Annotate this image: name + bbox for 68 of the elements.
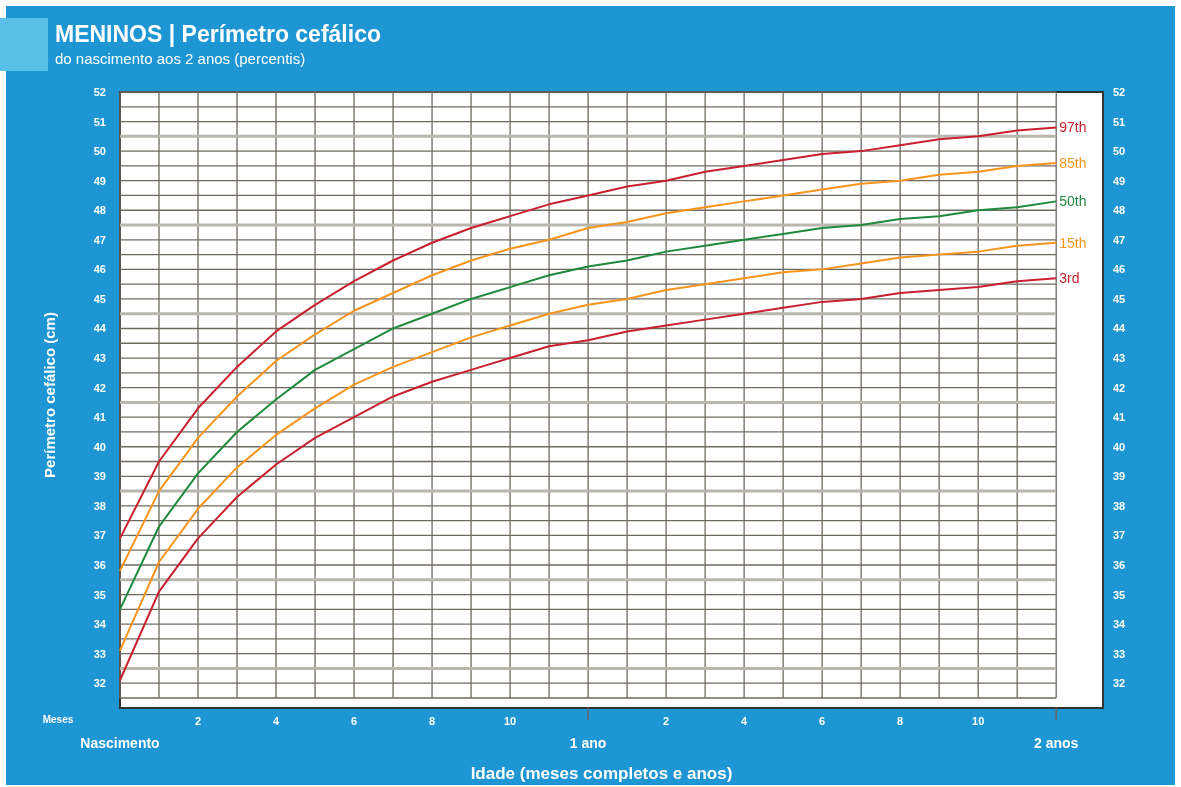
y2-tick-label: 44 — [1112, 322, 1126, 335]
y2-tick-label: 39 — [1112, 470, 1126, 483]
y-tick-label: 42 — [93, 381, 106, 394]
y2-tick-label: 42 — [1112, 381, 1126, 394]
series-label: 15th — [1059, 234, 1087, 251]
x-tick-label: 2 — [663, 715, 670, 727]
y-tick-label: 37 — [93, 529, 106, 542]
y2-tick-label: 43 — [1112, 352, 1126, 365]
x-tick-label: 6 — [350, 715, 358, 727]
y-tick-label: 36 — [93, 558, 106, 571]
x-tick-label: 8 — [897, 715, 904, 727]
y-tick-label: 32 — [93, 677, 106, 690]
x-tick-label: 10 — [972, 715, 985, 727]
y-tick-label: 39 — [93, 470, 106, 483]
y2-tick-label: 37 — [1112, 529, 1126, 542]
y2-tick-label: 46 — [1112, 263, 1126, 276]
y-tick-label: 43 — [93, 352, 106, 365]
series-label: 3rd — [1059, 270, 1080, 287]
y2-tick-label: 41 — [1112, 411, 1126, 424]
y-tick-label: 50 — [93, 145, 106, 158]
y-tick-label: 34 — [93, 618, 107, 631]
y-tick-label: 40 — [93, 440, 106, 453]
x-tick-label: 10 — [503, 715, 517, 727]
x2-tick-label: 1 ano — [569, 735, 607, 751]
x2-tick-label: 2 anos — [1034, 735, 1079, 751]
x-tick-label: 4 — [741, 715, 749, 727]
line-series — [119, 126, 1058, 540]
y2-tick-label: 47 — [1112, 233, 1126, 246]
y-tick-label: 33 — [93, 647, 106, 660]
line-series — [119, 161, 1058, 572]
y-axis-title: Perímetro cefálico (cm) — [41, 312, 58, 478]
y2-tick-label: 35 — [1112, 588, 1126, 601]
x2-tick-label: Nascimento — [80, 735, 160, 751]
y-tick-label: 44 — [93, 322, 107, 335]
line-series — [119, 200, 1058, 611]
x-axis-title: Idade (meses completos e anos) — [470, 764, 733, 783]
series-label: 97th — [1059, 119, 1087, 136]
y-tick-label: 51 — [93, 115, 106, 128]
y-tick-label: 38 — [93, 499, 106, 512]
y-tick-label: 52 — [93, 86, 106, 98]
chart-title: MENINOS | Perímetro cefálico — [55, 21, 381, 47]
y2-tick-label: 48 — [1112, 204, 1126, 217]
y2-tick-label: 51 — [1112, 115, 1126, 128]
y2-tick-label: 45 — [1112, 292, 1126, 305]
x-tick-label: 6 — [819, 715, 826, 727]
y2-tick-label: 34 — [1112, 618, 1126, 631]
y-tick-label: 48 — [93, 204, 106, 217]
chart-subtitle: do nascimento aos 2 anos (percentis) — [55, 50, 306, 67]
y-tick-label: 46 — [93, 263, 106, 276]
y2-tick-label: 50 — [1112, 145, 1126, 158]
x-tick-label: 4 — [272, 715, 280, 727]
y2-tick-label: 49 — [1112, 174, 1126, 187]
y-tick-label: 47 — [93, 233, 106, 246]
y2-tick-label: 33 — [1112, 647, 1126, 660]
y2-tick-label: 32 — [1112, 677, 1126, 690]
series-label: 85th — [1059, 154, 1087, 171]
y-tick-label: 45 — [93, 292, 106, 305]
y-tick-label: 49 — [93, 174, 106, 187]
y-tick-label: 35 — [93, 588, 106, 601]
y2-tick-label: 40 — [1112, 440, 1126, 453]
y2-tick-label: 36 — [1112, 558, 1126, 571]
y2-tick-label: 38 — [1112, 499, 1126, 512]
y-tick-label: 41 — [93, 411, 106, 424]
y2-tick-label: 52 — [1112, 86, 1126, 98]
x-tick-label: 8 — [429, 715, 436, 727]
text: Meses — [42, 714, 74, 725]
x-tick-label: 2 — [194, 715, 202, 727]
series-label: 50th — [1059, 193, 1087, 210]
